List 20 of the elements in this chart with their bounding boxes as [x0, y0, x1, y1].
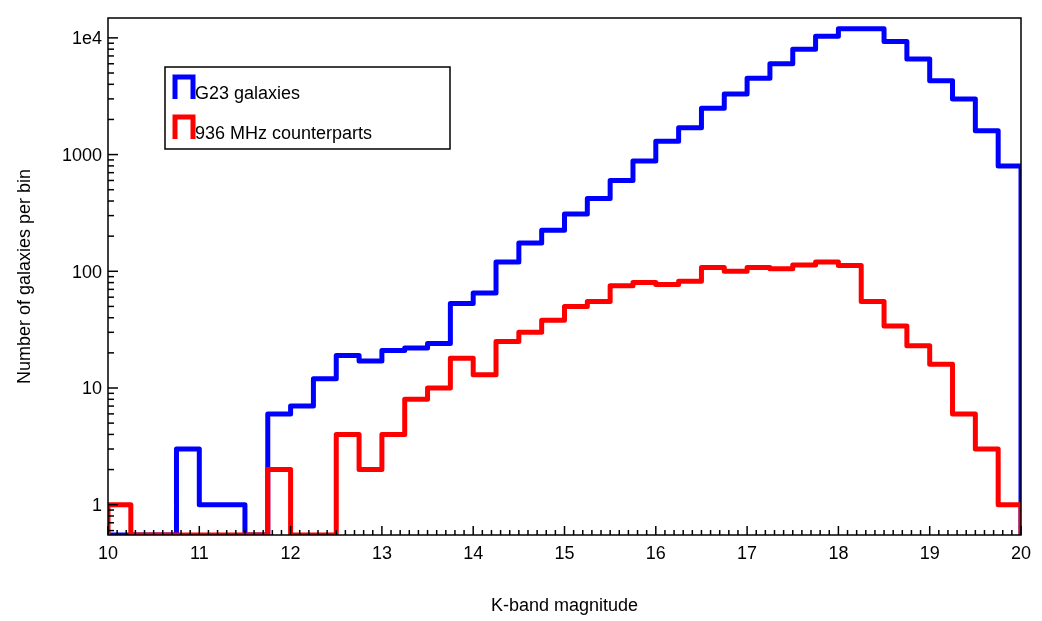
x-tick-label: 19	[919, 543, 940, 563]
x-tick-label: 17	[737, 543, 758, 563]
y-tick-label: 1	[91, 495, 102, 515]
x-axis-title: K-band magnitude	[490, 595, 639, 615]
x-tick-label: 10	[97, 543, 119, 563]
legend-label: G23 galaxies	[195, 83, 301, 103]
legend-label: 936 MHz counterparts	[195, 123, 373, 143]
x-tick-label: 11	[189, 543, 209, 563]
x-tick-label: 14	[463, 543, 484, 563]
y-tick-label: 1e4	[71, 28, 102, 49]
x-tick-label: 13	[371, 543, 392, 563]
y-tick-label: 1000	[61, 144, 102, 165]
x-tick-label: 15	[554, 543, 575, 563]
x-tick-label: 16	[645, 543, 666, 563]
y-axis-title: Number of galaxies per bin	[14, 168, 34, 385]
x-tick-label: 12	[280, 543, 301, 563]
y-tick-label: 10	[81, 378, 102, 399]
y-tick-label: 100	[71, 261, 102, 282]
x-tick-label: 18	[828, 543, 849, 563]
x-tick-label: 20	[1010, 543, 1032, 563]
